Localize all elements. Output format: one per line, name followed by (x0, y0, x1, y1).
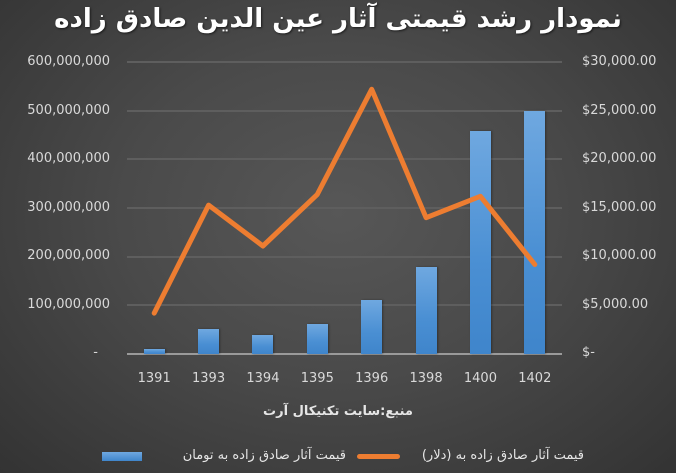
left-tick-label: 100,000,000 (27, 297, 110, 312)
x-tick-label: 1391 (137, 371, 171, 386)
x-tick-label: 1398 (409, 371, 443, 386)
right-tick-label: $25,000.00 (582, 103, 657, 118)
gridline (127, 158, 562, 160)
left-tick-label: - (93, 345, 98, 360)
left-tick-label: 600,000,000 (27, 54, 110, 69)
bar (415, 266, 437, 354)
left-tick-label: 400,000,000 (27, 151, 110, 166)
bar (524, 110, 546, 354)
x-tick-label: 1394 (246, 371, 280, 386)
right-tick-label: $10,000.00 (582, 248, 657, 263)
gridline (127, 110, 562, 112)
gridline (127, 304, 562, 306)
bar (252, 335, 274, 354)
legend-bar-label: قیمت آثار صادق زاده به تومان (182, 448, 346, 463)
source-note: منبع:سایت تکنیکال آرت (263, 404, 413, 419)
legend-bar-swatch (102, 452, 142, 461)
bar (361, 299, 383, 354)
left-tick-label: 500,000,000 (27, 103, 110, 118)
left-tick-label: 200,000,000 (27, 248, 110, 263)
x-tick-label: 1395 (300, 371, 334, 386)
gridline (127, 61, 562, 63)
right-tick-label: $30,000.00 (582, 54, 657, 69)
x-tick-label: 1393 (192, 371, 226, 386)
bar (306, 323, 328, 354)
left-tick-label: 300,000,000 (27, 200, 110, 215)
bar (198, 329, 220, 354)
bar (143, 349, 165, 354)
x-axis-baseline (127, 353, 562, 355)
x-tick-label: 1400 (463, 371, 497, 386)
right-tick-label: $5,000.00 (582, 297, 649, 312)
gridline (127, 207, 562, 209)
gridline (127, 256, 562, 258)
right-tick-label: $20,000.00 (582, 151, 657, 166)
bar (469, 131, 491, 354)
right-tick-label: $15,000.00 (582, 200, 657, 215)
chart-title: نمودار رشد قیمتی آثار عین الدین صادق زاد… (54, 4, 622, 34)
x-tick-label: 1396 (355, 371, 389, 386)
legend-line-swatch (357, 454, 400, 459)
legend-line-label: قیمت آثار صادق زاده به (دلار) (421, 448, 584, 463)
x-tick-label: 1402 (518, 371, 552, 386)
right-tick-label: $- (582, 345, 595, 360)
